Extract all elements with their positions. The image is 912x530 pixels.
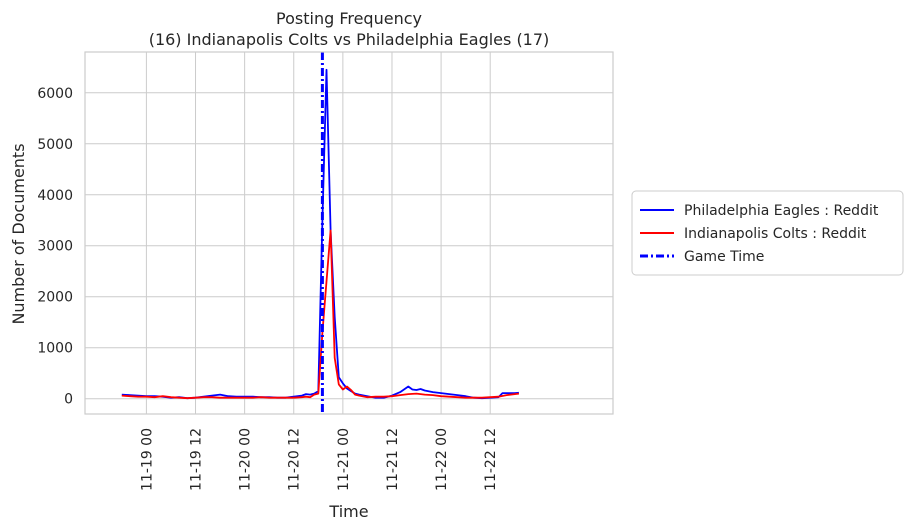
x-ticks: 11-19 00 11-19 12 11-20 00 11-20 12 11-21 00… <box>139 428 499 491</box>
x-tick-label: 11-22 00 <box>434 428 450 491</box>
x-tick-label: 11-21 12 <box>385 428 401 491</box>
series-line-eagles <box>121 68 519 400</box>
grid <box>85 52 613 414</box>
x-tick-label: 11-22 12 <box>483 428 499 491</box>
legend-label-colts: Indianapolis Colts : Reddit <box>684 226 867 242</box>
y-tick-label: 0 <box>64 392 73 408</box>
legend: Philadelphia Eagles : Reddit Indianapoli… <box>631 190 904 276</box>
legend-frame <box>631 190 904 276</box>
y-axis-label: Number of Documents <box>9 143 28 324</box>
legend-label-eagles: Philadelphia Eagles : Reddit <box>684 203 879 219</box>
y-tick-label: 2000 <box>37 290 73 306</box>
y-tick-label: 1000 <box>37 341 73 357</box>
y-tick-label: 3000 <box>37 239 73 255</box>
x-tick-label: 11-20 00 <box>238 428 254 491</box>
legend-label-game-time: Game Time <box>684 249 764 265</box>
chart-subtitle: (16) Indianapolis Colts vs Philadelphia … <box>149 30 550 49</box>
y-tick-label: 5000 <box>37 137 73 153</box>
plot-lines <box>121 52 520 414</box>
x-tick-label: 11-20 12 <box>287 428 303 491</box>
x-tick-label: 11-19 12 <box>189 428 205 491</box>
x-axis-label: Time <box>328 502 368 521</box>
plot-frame <box>84 51 614 415</box>
x-tick-label: 11-21 00 <box>336 428 352 491</box>
y-tick-label: 4000 <box>37 188 73 204</box>
chart-title: Posting Frequency <box>276 9 422 28</box>
series-line-colts <box>121 229 520 400</box>
y-ticks: 0 1000 2000 3000 4000 5000 6000 <box>37 86 73 408</box>
x-tick-label: 11-19 00 <box>139 428 155 491</box>
y-tick-label: 6000 <box>37 86 73 102</box>
